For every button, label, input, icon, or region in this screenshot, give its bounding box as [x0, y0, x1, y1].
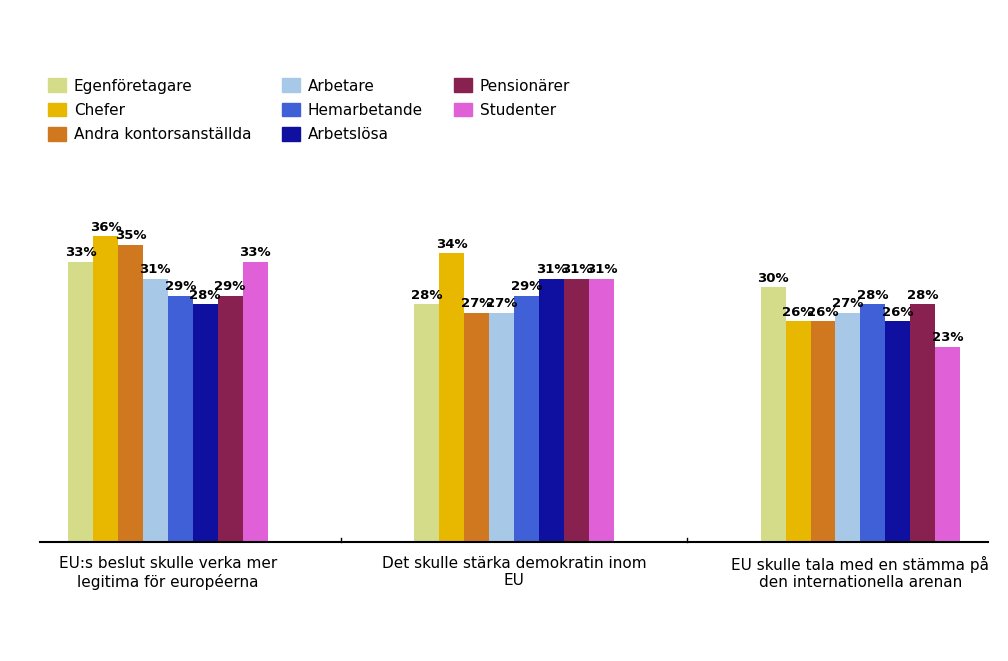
Text: 28%: 28%	[411, 288, 443, 301]
Bar	[785, 321, 810, 542]
Text: 34%: 34%	[435, 237, 468, 251]
Bar	[167, 295, 193, 542]
Text: 26%: 26%	[782, 305, 813, 319]
Text: 31%: 31%	[535, 263, 568, 276]
Bar	[836, 313, 861, 542]
Text: 28%: 28%	[190, 288, 221, 301]
Text: 33%: 33%	[239, 246, 271, 259]
Bar	[193, 304, 218, 542]
Bar	[68, 262, 93, 542]
Bar	[589, 278, 614, 542]
Text: 35%: 35%	[115, 229, 146, 242]
Bar	[910, 304, 935, 542]
Bar	[118, 245, 143, 542]
Text: 28%: 28%	[857, 288, 889, 301]
Bar	[761, 287, 785, 542]
Bar	[861, 304, 885, 542]
Bar	[439, 253, 465, 542]
Bar	[93, 236, 118, 542]
Text: 28%: 28%	[907, 288, 938, 301]
Bar	[465, 313, 489, 542]
Text: 36%: 36%	[90, 221, 121, 233]
Text: 31%: 31%	[139, 263, 171, 276]
Bar	[143, 278, 167, 542]
Text: 29%: 29%	[215, 280, 246, 293]
Bar	[563, 278, 589, 542]
Text: 27%: 27%	[461, 297, 492, 310]
Text: 23%: 23%	[932, 331, 964, 344]
Legend: Egenföretagare, Chefer, Andra kontorsanställda, Arbetare, Hemarbetande, Arbetslö: Egenföretagare, Chefer, Andra kontorsans…	[48, 79, 570, 142]
Bar	[514, 295, 539, 542]
Text: 30%: 30%	[757, 272, 789, 284]
Text: 29%: 29%	[511, 280, 542, 293]
Bar	[810, 321, 836, 542]
Bar	[414, 304, 439, 542]
Text: 31%: 31%	[560, 263, 592, 276]
Bar	[218, 295, 243, 542]
Text: 31%: 31%	[586, 263, 617, 276]
Text: 29%: 29%	[164, 280, 196, 293]
Bar	[885, 321, 910, 542]
Bar	[539, 278, 563, 542]
Text: 33%: 33%	[65, 246, 97, 259]
Text: 27%: 27%	[486, 297, 517, 310]
Text: 26%: 26%	[807, 305, 839, 319]
Text: 27%: 27%	[833, 297, 864, 310]
Bar	[489, 313, 514, 542]
Bar	[935, 346, 961, 542]
Bar	[243, 262, 267, 542]
Text: 26%: 26%	[882, 305, 913, 319]
